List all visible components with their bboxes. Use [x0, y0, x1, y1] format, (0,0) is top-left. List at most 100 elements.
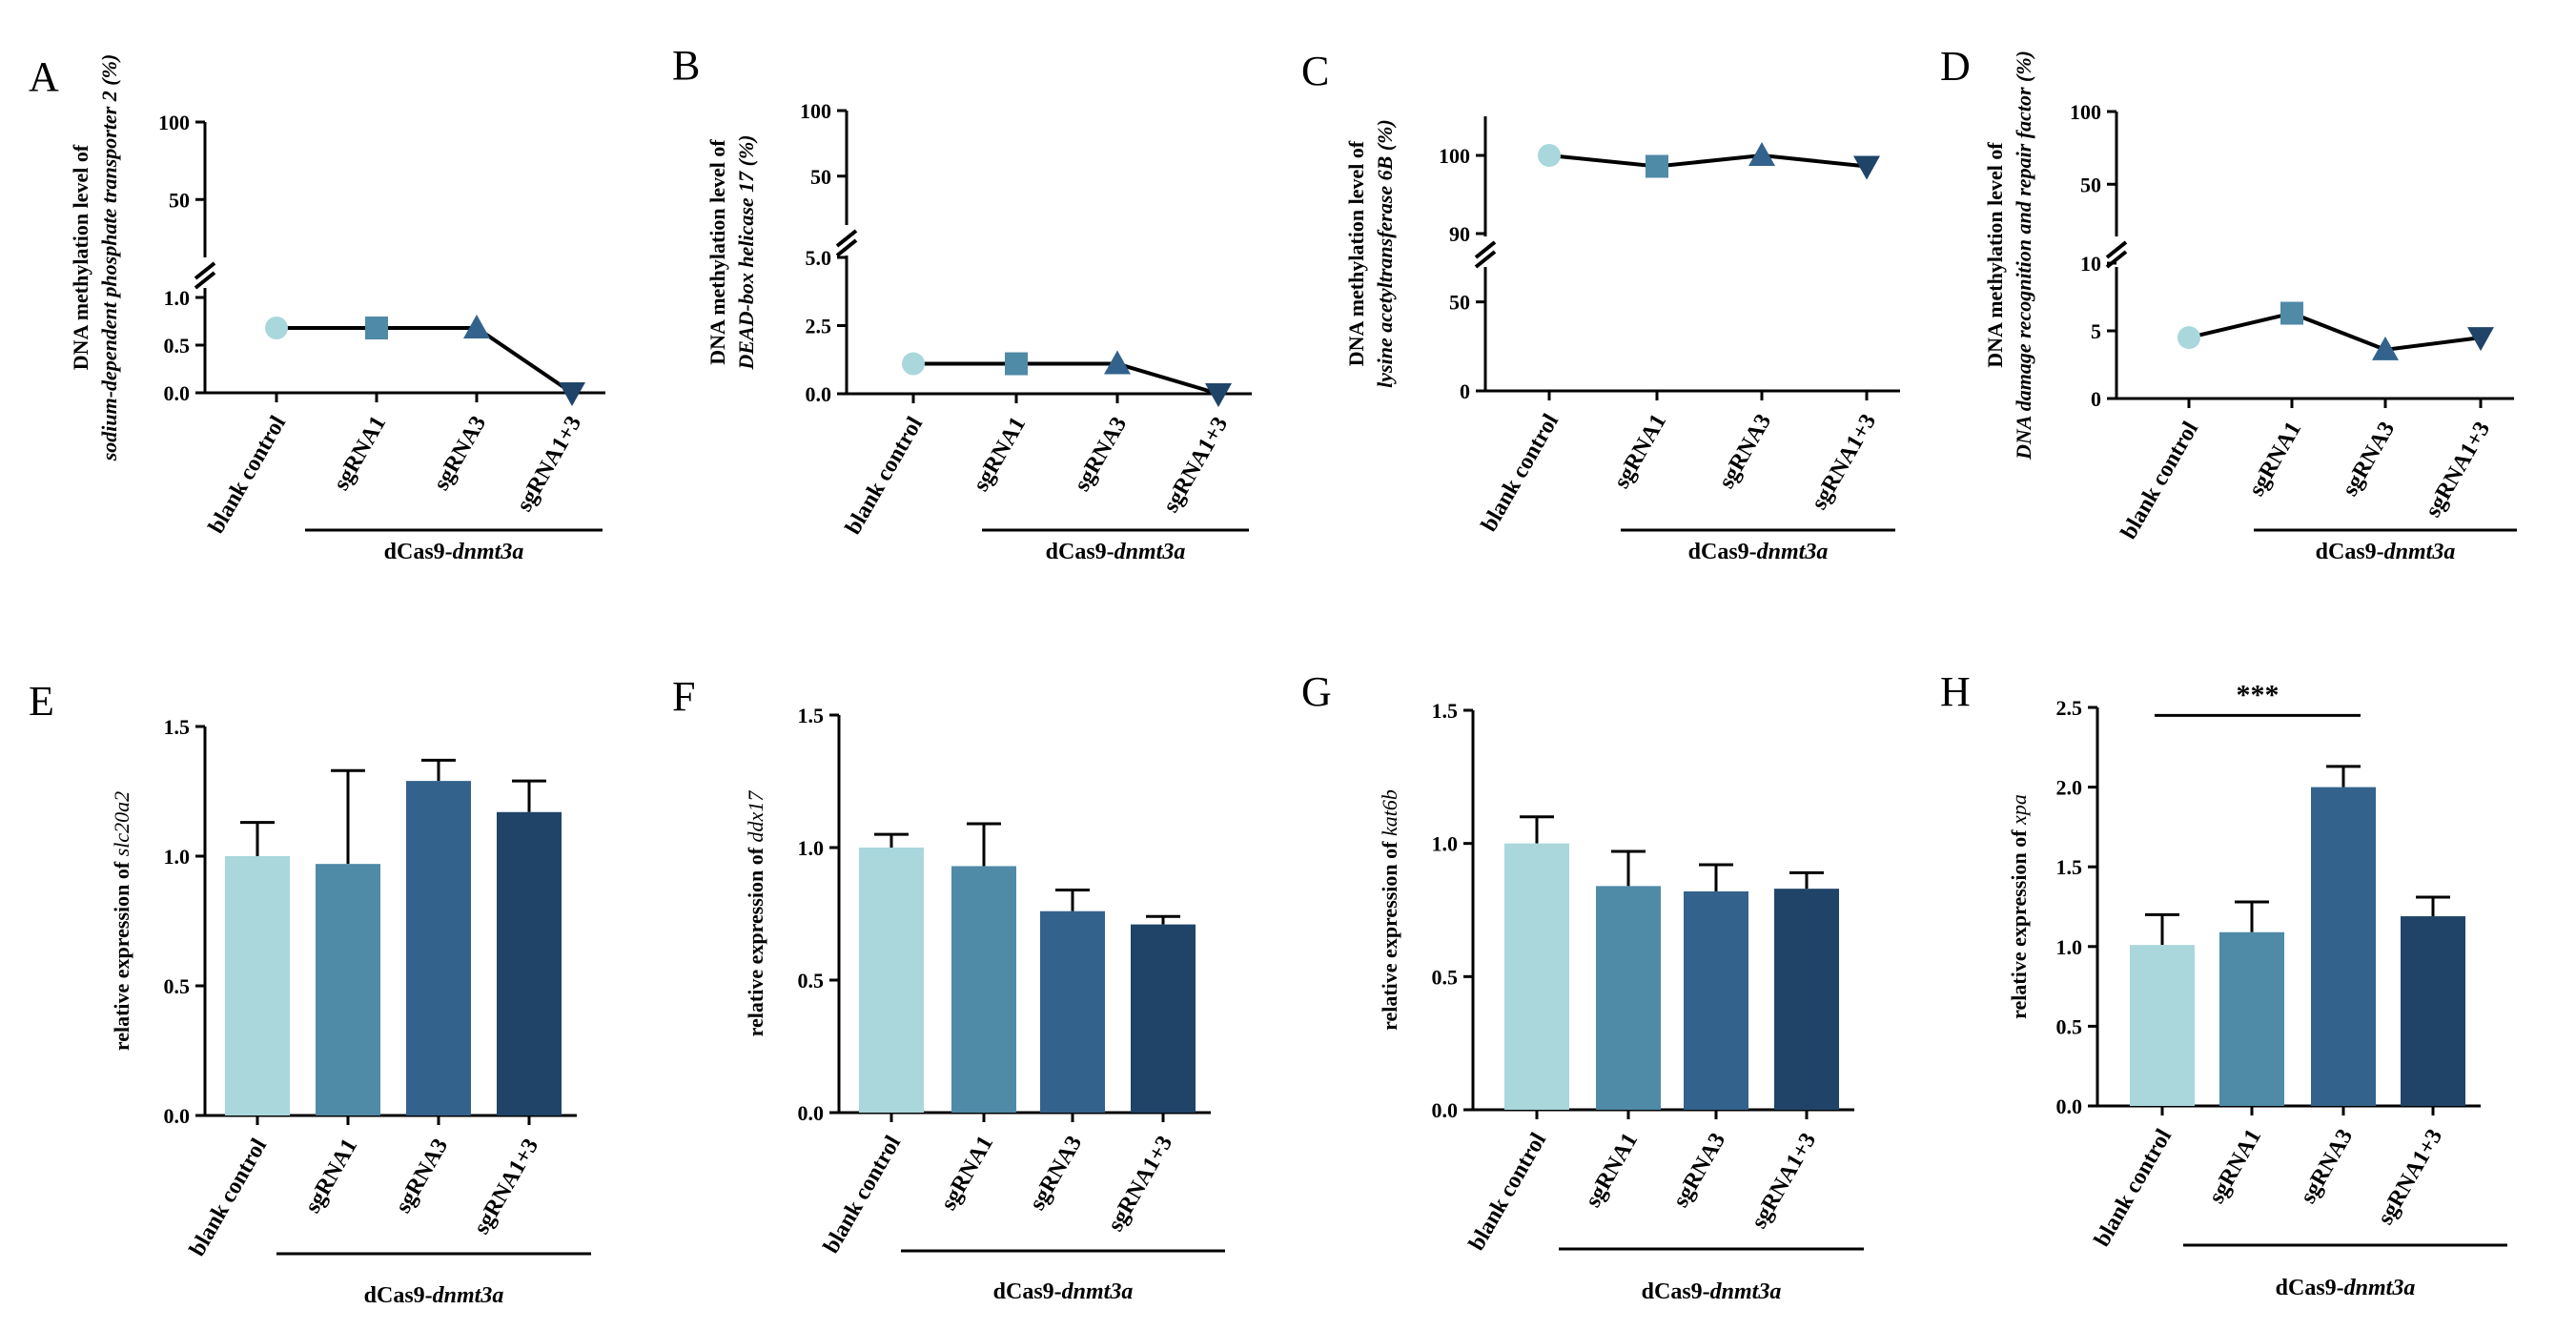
y-axis-label-detail: lysine acetyltransferase 6B (%) [1373, 119, 1397, 388]
category-label: sgRNA1 [300, 1135, 362, 1217]
data-point [559, 382, 585, 406]
category-label: sgRNA3 [1668, 1129, 1730, 1212]
data-point [1104, 350, 1131, 375]
category-label: sgRNA1 [2204, 1125, 2266, 1208]
y-tick-label: 0.0 [806, 382, 832, 406]
category-label: sgRNA3 [2296, 1125, 2358, 1208]
category-label: sgRNA1 [1609, 410, 1671, 493]
y-tick-label: 10 [2080, 252, 2101, 276]
y-tick-label: 50 [2080, 173, 2101, 196]
y-tick-label: 0.5 [2056, 1014, 2083, 1038]
group-label-prefix: dCas9- [384, 540, 453, 564]
group-label-gene: dnmt3a [1710, 1279, 1782, 1304]
y-tick-label: 50 [1449, 291, 1470, 315]
axis-break-mark [194, 261, 216, 280]
y-axis-label: relative expression of ddx17 [744, 790, 767, 1037]
category-label: blank control [2090, 1125, 2177, 1251]
y-tick-label: 1.0 [798, 836, 825, 860]
y-tick-label: 0 [2091, 387, 2101, 411]
group-label-gene: dnmt3a [1757, 540, 1829, 564]
y-tick-label: 1.5 [798, 704, 825, 727]
group-label-gene: dnmt3a [2344, 1276, 2416, 1300]
category-label: sgRNA1+3 [2373, 1125, 2447, 1229]
y-tick-label: 50 [169, 188, 190, 212]
group-label-gene: dnmt3a [2384, 540, 2456, 564]
panel-letter: E [29, 678, 54, 725]
y-axis-label: DNA methylation level of [69, 144, 92, 370]
group-label-gene: dnmt3a [433, 1283, 504, 1308]
y-axis-label-prefix: relative expression of [744, 842, 767, 1036]
category-label: sgRNA1+3 [2421, 418, 2495, 522]
group-label: dCas9-dnmt3a [2276, 1276, 2416, 1300]
bar [2311, 787, 2376, 1106]
bar [1774, 889, 1839, 1110]
data-point [2467, 327, 2494, 352]
group-label-prefix: dCas9- [1688, 540, 1757, 564]
y-tick-label: 0.5 [164, 974, 191, 998]
y-tick-label: 0.0 [1432, 1098, 1459, 1122]
bar [1596, 886, 1661, 1110]
y-tick-label: 1.5 [1432, 699, 1459, 723]
y-tick-label: 1.5 [2056, 855, 2083, 879]
series-line [2188, 311, 2482, 352]
y-tick-label: 0 [1460, 379, 1470, 403]
data-point [2177, 326, 2200, 350]
category-label: sgRNA1+3 [1807, 410, 1881, 514]
axis-break-mark [2105, 240, 2128, 259]
y-tick-label: 2.5 [806, 315, 832, 338]
y-axis-label: relative expression of xpa [2007, 794, 2031, 1019]
bar [859, 848, 924, 1113]
axis-break-mark [1474, 250, 1497, 269]
y-tick-label: 50 [810, 165, 831, 189]
y-tick-label: 0.5 [798, 969, 825, 992]
y-tick-label: 0.0 [798, 1101, 825, 1125]
category-label: blank control [1464, 1129, 1551, 1255]
category-label: blank control [185, 1135, 272, 1260]
bar [316, 864, 380, 1115]
y-tick-label: 0.5 [164, 334, 191, 358]
bar [1684, 890, 1748, 1110]
group-label-prefix: dCas9- [2316, 540, 2384, 564]
panel-letter: D [1940, 43, 1971, 90]
y-tick-label: 1.0 [164, 286, 191, 310]
data-point [1853, 155, 1880, 180]
category-label: sgRNA3 [429, 412, 491, 495]
category-label: blank control [841, 413, 928, 539]
data-point [1646, 154, 1668, 178]
panel-letter: B [672, 42, 700, 89]
y-tick-label: 90 [1449, 222, 1470, 246]
y-tick-label: 1.0 [1432, 832, 1459, 856]
panel-D: D 0 5 10 50 100 DNA methylation level of DNA da… [1940, 43, 2517, 564]
group-label-prefix: dCas9- [2276, 1276, 2344, 1300]
panel-letter: G [1301, 668, 1332, 715]
data-point [365, 317, 388, 339]
y-tick-label: 100 [158, 111, 190, 134]
y-axis-label-detail: DEAD-box helicase 17 (%) [734, 134, 758, 370]
data-point [902, 352, 925, 376]
data-point [2280, 301, 2303, 325]
category-label: sgRNA1 [969, 413, 1031, 496]
y-axis-label: relative expression of slc20a2 [110, 791, 133, 1051]
bar [225, 856, 290, 1115]
y-tick-label: 2.5 [2056, 696, 2083, 720]
y-tick-label: 0.0 [2056, 1095, 2083, 1118]
category-label: blank control [1477, 410, 1564, 536]
group-label: dCas9-dnmt3a [1046, 540, 1186, 564]
axis-break-mark [835, 238, 858, 257]
category-label: sgRNA1 [329, 412, 391, 495]
series-line [1548, 153, 1868, 169]
group-label-prefix: dCas9- [364, 1283, 433, 1308]
y-axis-label-prefix: relative expression of [1378, 836, 1401, 1031]
bar [406, 781, 471, 1115]
panel-E: E 0.0 0.5 1.0 1.5 relative expression of slc2… [29, 678, 591, 1308]
panel-letter: C [1301, 48, 1329, 94]
category-label: sgRNA3 [1714, 410, 1776, 493]
bar [497, 811, 562, 1115]
category-label: sgRNA1+3 [469, 1135, 543, 1238]
category-label: sgRNA3 [1070, 413, 1132, 496]
data-point [463, 315, 490, 338]
group-label: dCas9-dnmt3a [993, 1279, 1134, 1304]
group-label-prefix: dCas9- [993, 1279, 1062, 1304]
data-point [2372, 336, 2399, 360]
